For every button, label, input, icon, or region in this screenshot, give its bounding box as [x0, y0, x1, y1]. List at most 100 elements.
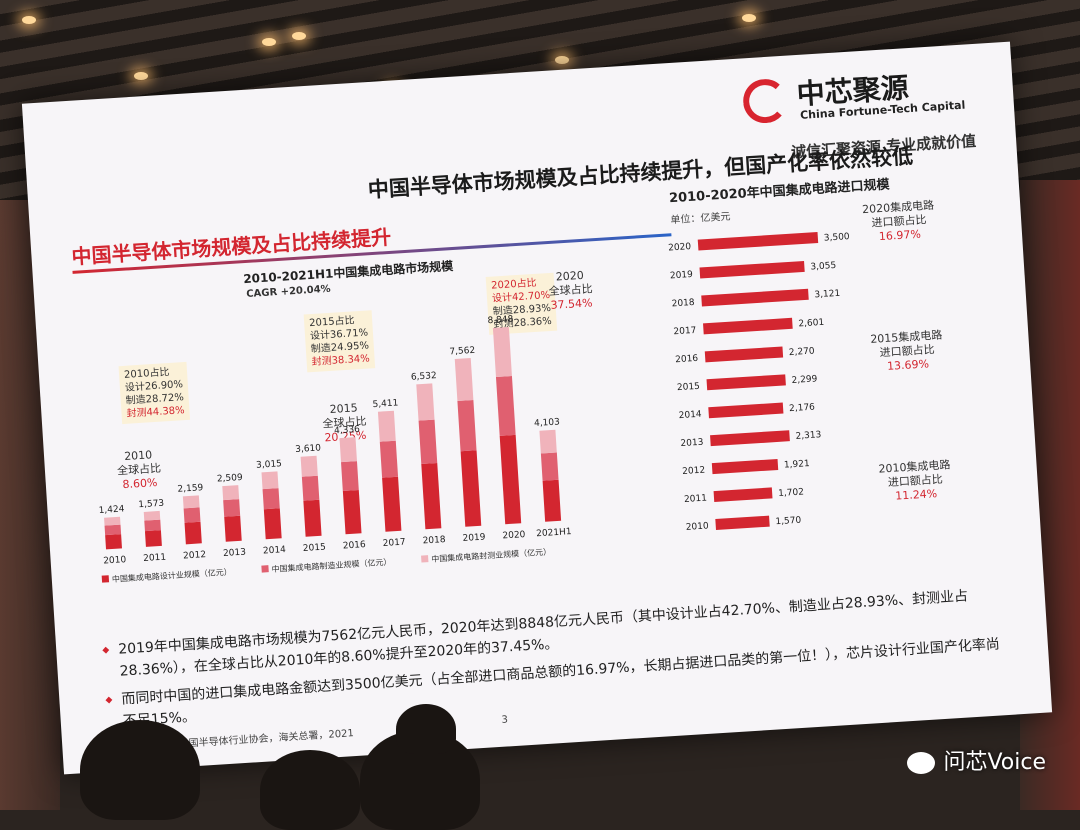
bar-value-label: 1,570 — [775, 516, 802, 528]
bar-segment — [341, 461, 359, 491]
ceiling-light — [134, 72, 148, 80]
bar-segment — [457, 399, 477, 452]
bar-segment — [224, 515, 242, 542]
legend-swatch — [261, 565, 269, 573]
x-tick-label: 2011 — [143, 553, 166, 564]
x-tick-label: 2021H1 — [536, 527, 572, 539]
bar-segment — [539, 429, 557, 454]
ceiling-light — [742, 14, 756, 22]
bar — [715, 515, 770, 531]
market-size-chart: 1,424 2010 1,573 2011 2,159 2012 2,509 2013 3,01… — [98, 315, 572, 585]
bar-segment — [416, 383, 435, 421]
bar-value-label: 5,411 — [372, 398, 398, 410]
watermark-text: 问芯Voice — [943, 750, 1046, 775]
bar-segment — [300, 455, 318, 477]
y-tick-label: 2018 — [671, 298, 695, 309]
bar — [701, 288, 809, 307]
bar-segment — [499, 434, 522, 525]
bar-segment — [339, 437, 357, 463]
bar-value-label: 8,848 — [487, 315, 514, 327]
legend-label: 中国集成电路封测业规模（亿元） — [431, 546, 551, 564]
bar — [711, 458, 779, 475]
legend-label: 中国集成电路设计业规模（亿元） — [112, 567, 232, 585]
bar — [699, 260, 805, 279]
bar — [708, 402, 784, 419]
bar-segment — [303, 499, 322, 537]
bar-value-label: 2,159 — [177, 483, 204, 495]
bar-value-label: 1,702 — [778, 487, 804, 499]
bar-segment — [454, 358, 474, 401]
bar-value-label: 1,921 — [784, 459, 810, 471]
bar-segment — [342, 489, 362, 535]
bar-segment — [379, 440, 399, 478]
bar-value-label: 2,270 — [789, 346, 816, 358]
import-share-2010: 2010集成电路 进口额占比 11.24% — [878, 458, 952, 504]
bar-segment — [301, 475, 320, 501]
projection-screen: 中芯聚源 China Fortune-Tech Capital 诚信汇聚资源 专… — [21, 41, 1053, 775]
bar-value-label: 2,601 — [798, 318, 824, 330]
y-tick-label: 2016 — [675, 354, 699, 365]
bar-segment — [184, 521, 202, 545]
bar-value-label: 3,015 — [256, 459, 282, 471]
bar-segment — [222, 485, 240, 501]
ceiling-light — [22, 16, 36, 24]
y-tick-label: 2019 — [670, 270, 694, 281]
bar-value-label: 1,573 — [138, 499, 164, 511]
x-tick-label: 2018 — [422, 535, 446, 546]
bar-segment — [104, 516, 121, 526]
y-tick-label: 2011 — [684, 494, 707, 505]
bar-segment — [144, 519, 161, 532]
bar-value-label: 3,610 — [295, 443, 322, 455]
bar — [706, 374, 786, 391]
legend-swatch — [421, 555, 429, 563]
bar-segment — [143, 510, 161, 521]
x-tick-label: 2019 — [462, 532, 486, 543]
bar-segment — [418, 419, 438, 465]
bar — [713, 487, 773, 503]
bar-value-label: 7,562 — [449, 346, 475, 358]
x-tick-label: 2013 — [223, 548, 246, 559]
bar-segment — [421, 463, 442, 530]
logo-mark-icon — [741, 77, 789, 125]
bar — [703, 317, 793, 335]
y-tick-label: 2013 — [680, 438, 703, 449]
bar-segment — [262, 488, 280, 510]
x-tick-label: 2015 — [303, 543, 326, 554]
bar-value-label: 2,509 — [217, 473, 244, 485]
company-logo: 中芯聚源 China Fortune-Tech Capital — [741, 62, 975, 136]
y-tick-label: 2017 — [673, 326, 696, 337]
bar-segment — [105, 534, 122, 550]
bar-segment — [261, 471, 279, 490]
ceiling-light — [262, 38, 276, 46]
bar — [704, 346, 784, 363]
y-tick-label: 2015 — [677, 382, 700, 393]
bar-value-label: 6,532 — [411, 371, 437, 383]
bar-segment — [144, 530, 162, 547]
bar-segment — [495, 376, 516, 436]
ceiling-light — [555, 56, 569, 64]
bar-segment — [540, 452, 559, 481]
y-tick-label: 2020 — [668, 242, 692, 253]
bar — [710, 430, 790, 447]
bar-segment — [377, 410, 396, 442]
audience-head — [396, 704, 456, 754]
chat-bubble-icon — [907, 752, 936, 774]
watermark: 问芯Voice — [907, 744, 1046, 776]
bar-value-label: 3,121 — [814, 289, 840, 301]
y-tick-label: 2012 — [682, 466, 705, 477]
x-tick-label: 2010 — [103, 555, 127, 566]
bar-value-label: 3,500 — [824, 232, 851, 244]
import-size-chart: 2020 3,500 2019 3,055 2018 3,121 2017 2,601 2016… — [668, 232, 851, 533]
bar-segment — [263, 508, 282, 540]
y-tick-label: 2014 — [678, 410, 702, 421]
x-tick-label: 2020 — [502, 530, 526, 541]
bar-value-label: 4,103 — [534, 417, 560, 429]
import-share-2020: 2020集成电路 进口额占比 16.97% — [862, 199, 936, 245]
bar-segment — [542, 479, 562, 522]
bar-value-label: 3,055 — [810, 261, 836, 273]
bar-segment — [182, 495, 200, 509]
bar-value-label: 2,176 — [789, 403, 816, 415]
ceiling-light — [292, 32, 306, 40]
bar-segment — [183, 507, 201, 523]
bar — [697, 232, 819, 251]
